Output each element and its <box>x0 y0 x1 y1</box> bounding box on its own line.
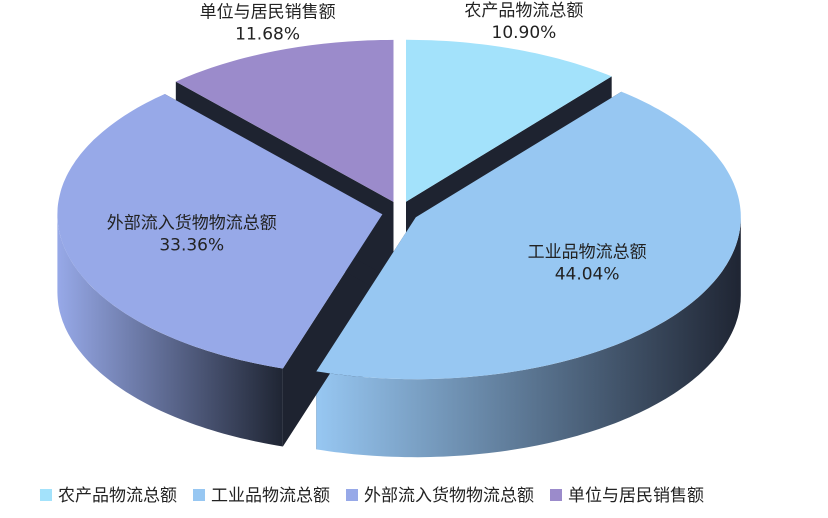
pie-slice <box>406 39 612 202</box>
slice-tops <box>57 39 741 380</box>
legend-label: 外部流入货物物流总额 <box>364 486 534 506</box>
slice-name: 农产品物流总额 <box>464 1 583 21</box>
slice-value: 44.04% <box>555 265 620 285</box>
pie-slice <box>175 39 394 202</box>
legend-swatch <box>40 489 52 501</box>
pie-slice <box>316 91 741 380</box>
legend-label: 农产品物流总额 <box>58 486 177 506</box>
legend-swatch <box>550 489 562 501</box>
legend-label: 工业品物流总额 <box>211 486 330 506</box>
slice-name: 工业品物流总额 <box>528 243 647 263</box>
slice-name: 外部流入货物物流总额 <box>107 214 277 234</box>
slice-name: 单位与居民销售额 <box>200 3 336 23</box>
slice-value: 10.90% <box>492 23 557 43</box>
pie-slice <box>57 94 383 369</box>
legend-label: 单位与居民销售额 <box>568 486 704 506</box>
legend-swatch <box>193 489 205 501</box>
legend-swatch <box>346 489 358 501</box>
slice-value: 33.36% <box>159 236 224 256</box>
legend: 农产品物流总额 工业品物流总额 外部流入货物物流总额 单位与居民销售额 <box>40 486 704 506</box>
slice-value: 11.68% <box>235 25 300 45</box>
side-wall <box>57 214 283 447</box>
side-wall <box>316 217 741 458</box>
